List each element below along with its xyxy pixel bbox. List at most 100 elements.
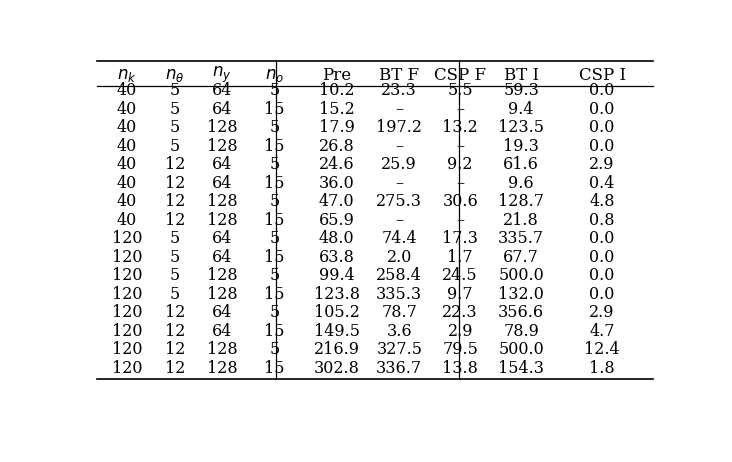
Text: –: – bbox=[456, 138, 464, 155]
Text: 132.0: 132.0 bbox=[498, 286, 544, 303]
Text: –: – bbox=[456, 175, 464, 192]
Text: 5: 5 bbox=[269, 267, 280, 284]
Text: 500.0: 500.0 bbox=[498, 267, 544, 284]
Text: 336.7: 336.7 bbox=[376, 359, 422, 377]
Text: 40: 40 bbox=[117, 82, 137, 99]
Text: 74.4: 74.4 bbox=[381, 230, 417, 247]
Text: 9.2: 9.2 bbox=[447, 156, 473, 173]
Text: 40: 40 bbox=[117, 119, 137, 136]
Text: 5: 5 bbox=[170, 138, 180, 155]
Text: 64: 64 bbox=[212, 175, 232, 192]
Text: 64: 64 bbox=[212, 156, 232, 173]
Text: 78.9: 78.9 bbox=[504, 322, 539, 340]
Text: 5: 5 bbox=[170, 249, 180, 266]
Text: 120: 120 bbox=[112, 267, 142, 284]
Text: 64: 64 bbox=[212, 249, 232, 266]
Text: 128: 128 bbox=[206, 267, 237, 284]
Text: 15.2: 15.2 bbox=[319, 101, 355, 118]
Text: 9.4: 9.4 bbox=[509, 101, 534, 118]
Text: BT I: BT I bbox=[504, 67, 539, 84]
Text: 15: 15 bbox=[264, 175, 285, 192]
Text: 128: 128 bbox=[206, 359, 237, 377]
Text: 5.5: 5.5 bbox=[447, 82, 473, 99]
Text: 9.6: 9.6 bbox=[509, 175, 534, 192]
Text: 0.0: 0.0 bbox=[589, 249, 615, 266]
Text: 128.7: 128.7 bbox=[498, 193, 544, 210]
Text: 128: 128 bbox=[206, 212, 237, 229]
Text: 197.2: 197.2 bbox=[376, 119, 422, 136]
Text: 5: 5 bbox=[170, 82, 180, 99]
Text: 26.8: 26.8 bbox=[319, 138, 355, 155]
Text: 65.9: 65.9 bbox=[319, 212, 355, 229]
Text: –: – bbox=[395, 138, 403, 155]
Text: 63.8: 63.8 bbox=[319, 249, 355, 266]
Text: 15: 15 bbox=[264, 322, 285, 340]
Text: 48.0: 48.0 bbox=[319, 230, 355, 247]
Text: 5: 5 bbox=[269, 341, 280, 358]
Text: 59.3: 59.3 bbox=[504, 82, 539, 99]
Text: 327.5: 327.5 bbox=[376, 341, 422, 358]
Text: 5: 5 bbox=[170, 267, 180, 284]
Text: 4.7: 4.7 bbox=[589, 322, 615, 340]
Text: –: – bbox=[395, 212, 403, 229]
Text: 154.3: 154.3 bbox=[498, 359, 544, 377]
Text: CSP I: CSP I bbox=[578, 67, 626, 84]
Text: 12: 12 bbox=[165, 193, 185, 210]
Text: $n_\theta$: $n_\theta$ bbox=[165, 67, 185, 84]
Text: 105.2: 105.2 bbox=[314, 304, 360, 321]
Text: 22.3: 22.3 bbox=[442, 304, 478, 321]
Text: 258.4: 258.4 bbox=[376, 267, 422, 284]
Text: 0.0: 0.0 bbox=[589, 230, 615, 247]
Text: CSP F: CSP F bbox=[434, 67, 486, 84]
Text: 4.8: 4.8 bbox=[589, 193, 615, 210]
Text: 13.2: 13.2 bbox=[442, 119, 478, 136]
Text: 120: 120 bbox=[112, 359, 142, 377]
Text: 0.0: 0.0 bbox=[589, 82, 615, 99]
Text: 120: 120 bbox=[112, 249, 142, 266]
Text: 5: 5 bbox=[269, 119, 280, 136]
Text: 0.4: 0.4 bbox=[589, 175, 615, 192]
Text: $n_y$: $n_y$ bbox=[212, 65, 232, 85]
Text: 128: 128 bbox=[206, 119, 237, 136]
Text: 12.4: 12.4 bbox=[584, 341, 620, 358]
Text: 15: 15 bbox=[264, 359, 285, 377]
Text: 120: 120 bbox=[112, 322, 142, 340]
Text: $n_k$: $n_k$ bbox=[117, 67, 137, 84]
Text: 128: 128 bbox=[206, 193, 237, 210]
Text: 24.6: 24.6 bbox=[319, 156, 355, 173]
Text: 0.0: 0.0 bbox=[589, 101, 615, 118]
Text: 24.5: 24.5 bbox=[442, 267, 478, 284]
Text: 3.6: 3.6 bbox=[386, 322, 412, 340]
Text: 0.8: 0.8 bbox=[589, 212, 615, 229]
Text: 120: 120 bbox=[112, 230, 142, 247]
Text: 15: 15 bbox=[264, 249, 285, 266]
Text: 2.9: 2.9 bbox=[589, 156, 615, 173]
Text: 64: 64 bbox=[212, 82, 232, 99]
Text: 64: 64 bbox=[212, 230, 232, 247]
Text: 2.9: 2.9 bbox=[447, 322, 473, 340]
Text: BT F: BT F bbox=[379, 67, 419, 84]
Text: 149.5: 149.5 bbox=[314, 322, 360, 340]
Text: 25.9: 25.9 bbox=[381, 156, 417, 173]
Text: 47.0: 47.0 bbox=[319, 193, 355, 210]
Text: 40: 40 bbox=[117, 193, 137, 210]
Text: –: – bbox=[456, 212, 464, 229]
Text: 356.6: 356.6 bbox=[498, 304, 545, 321]
Text: 1.7: 1.7 bbox=[447, 249, 473, 266]
Text: 5: 5 bbox=[269, 304, 280, 321]
Text: 67.7: 67.7 bbox=[504, 249, 539, 266]
Text: 0.0: 0.0 bbox=[589, 119, 615, 136]
Text: 17.3: 17.3 bbox=[442, 230, 478, 247]
Text: $n_o$: $n_o$ bbox=[265, 67, 284, 84]
Text: 15: 15 bbox=[264, 138, 285, 155]
Text: 5: 5 bbox=[269, 82, 280, 99]
Text: 64: 64 bbox=[212, 322, 232, 340]
Text: 40: 40 bbox=[117, 101, 137, 118]
Text: 15: 15 bbox=[264, 101, 285, 118]
Text: 36.0: 36.0 bbox=[319, 175, 355, 192]
Text: 21.8: 21.8 bbox=[504, 212, 539, 229]
Text: 500.0: 500.0 bbox=[498, 341, 544, 358]
Text: 61.6: 61.6 bbox=[504, 156, 539, 173]
Text: 335.7: 335.7 bbox=[498, 230, 545, 247]
Text: 12: 12 bbox=[165, 341, 185, 358]
